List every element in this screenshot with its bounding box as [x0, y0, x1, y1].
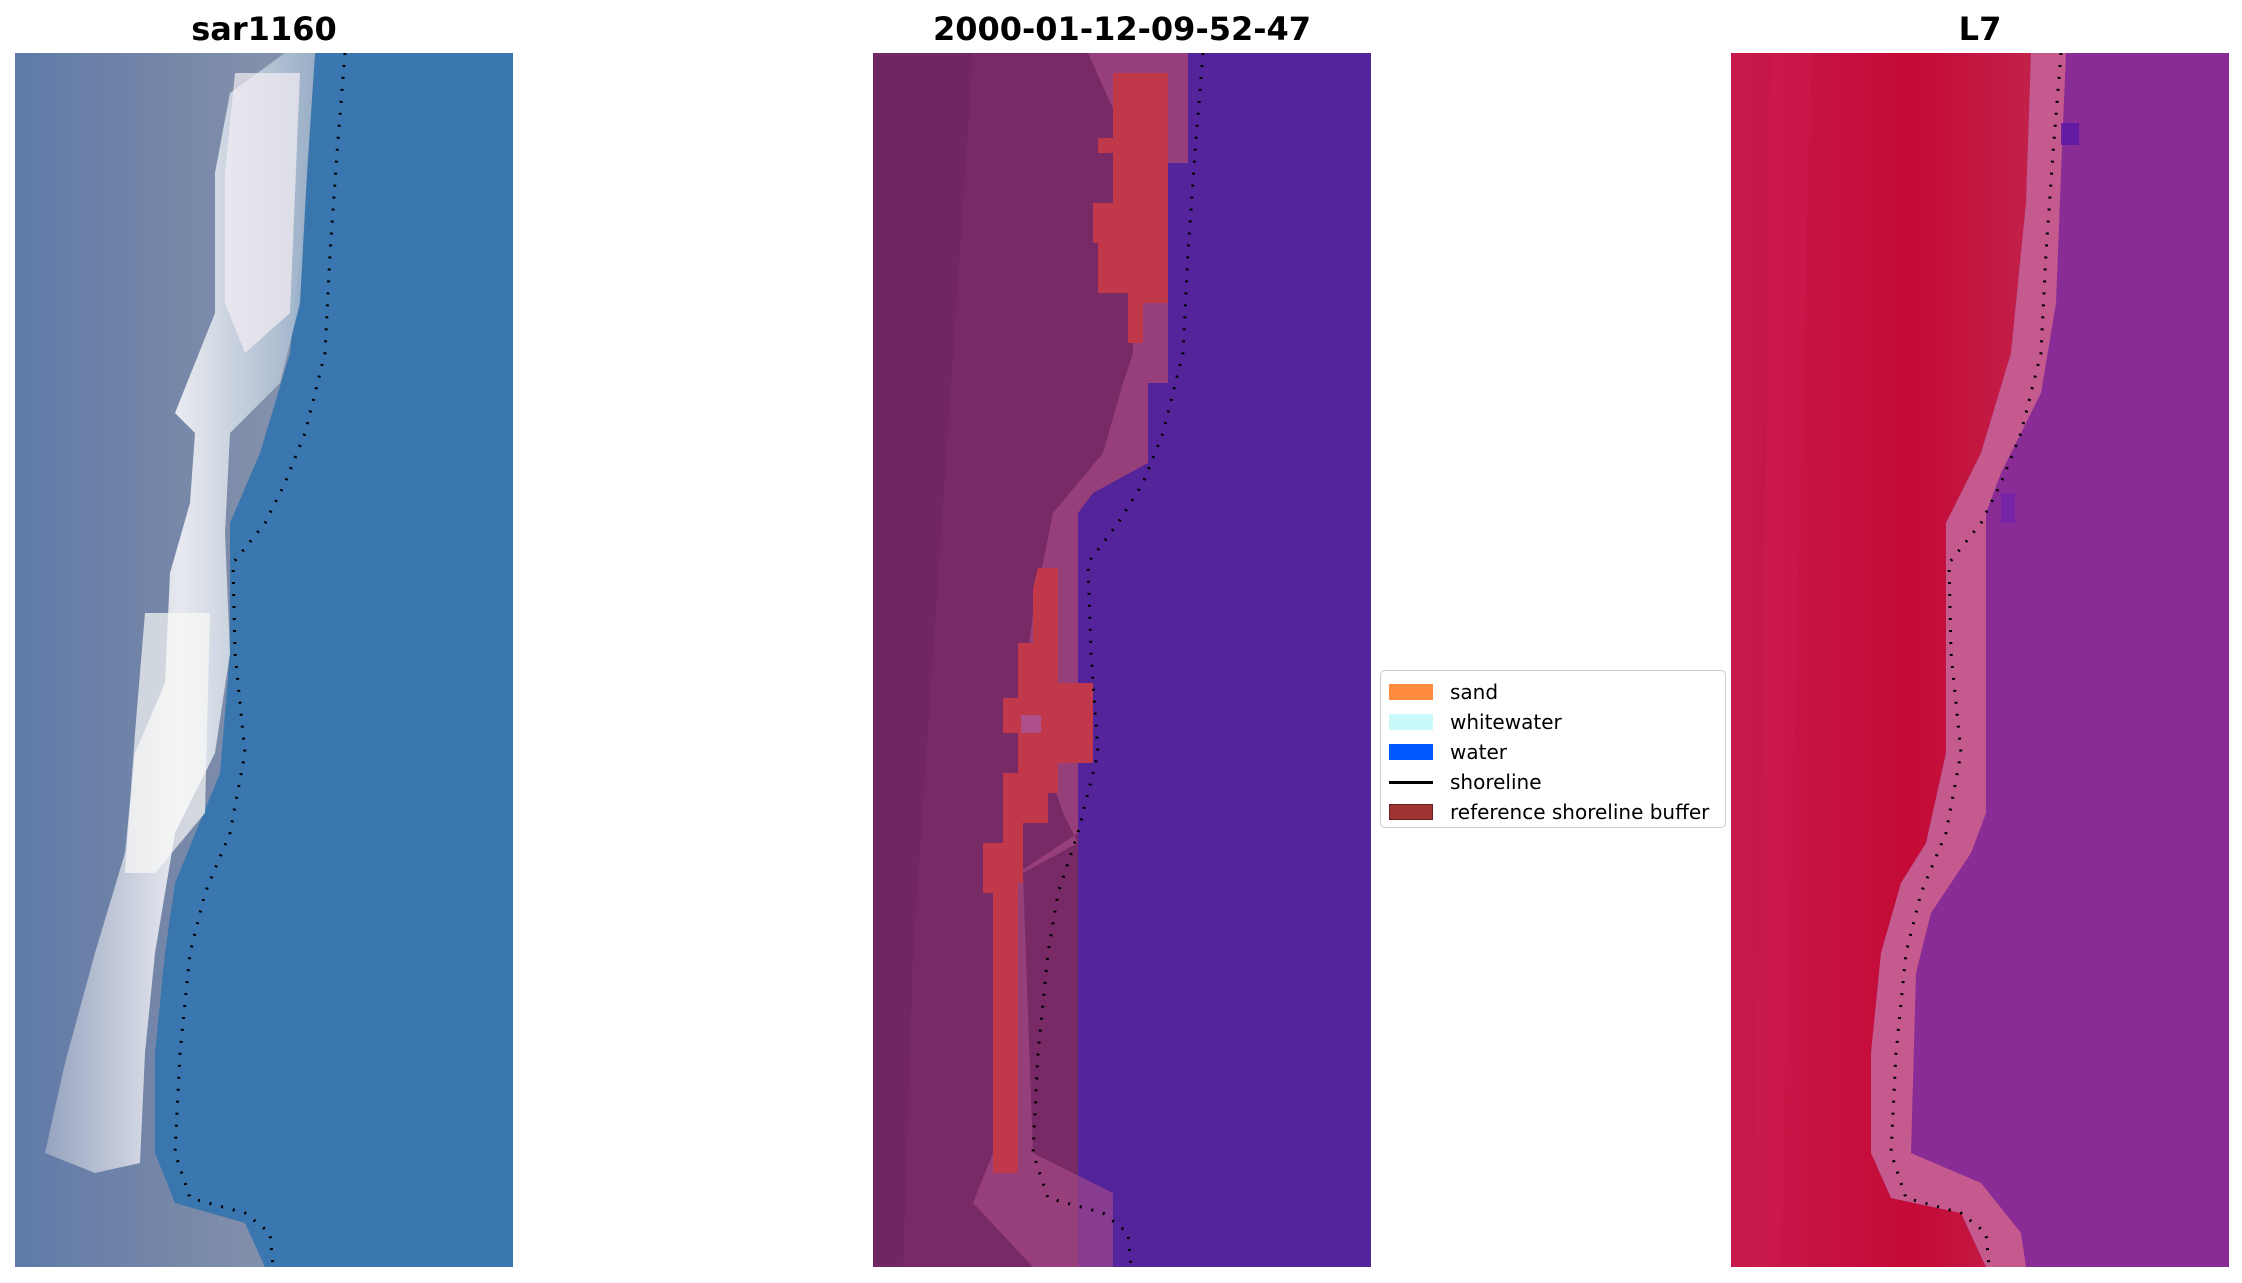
sand-swatch [1389, 684, 1433, 700]
classified-image-panel [873, 53, 1371, 1267]
legend-label: reference shoreline buffer [1450, 800, 1710, 824]
shoreline-line-swatch [1389, 780, 1433, 784]
legend-label: sand [1450, 680, 1499, 704]
legend-item-shoreline: shoreline [1389, 767, 1717, 797]
legend-label: whitewater [1450, 710, 1562, 734]
whitewater-swatch [1389, 714, 1433, 730]
reference-buffer-swatch [1389, 804, 1433, 820]
panel-title-classified: 2000-01-12-09-52-47 [932, 10, 1312, 48]
legend: sand whitewater water shoreline referenc… [1380, 670, 1726, 828]
rgb-image-panel [15, 53, 513, 1267]
legend-label: shoreline [1450, 770, 1542, 794]
panel-title-index: L7 [1958, 10, 2002, 48]
index-image-panel [1731, 53, 2229, 1267]
panel-title-rgb: sar1160 [191, 10, 337, 48]
legend-label: water [1450, 740, 1507, 764]
legend-item-sand: sand [1389, 677, 1717, 707]
legend-item-reference-buffer: reference shoreline buffer [1389, 797, 1717, 827]
water-swatch [1389, 744, 1433, 760]
legend-item-whitewater: whitewater [1389, 707, 1717, 737]
legend-item-water: water [1389, 737, 1717, 767]
